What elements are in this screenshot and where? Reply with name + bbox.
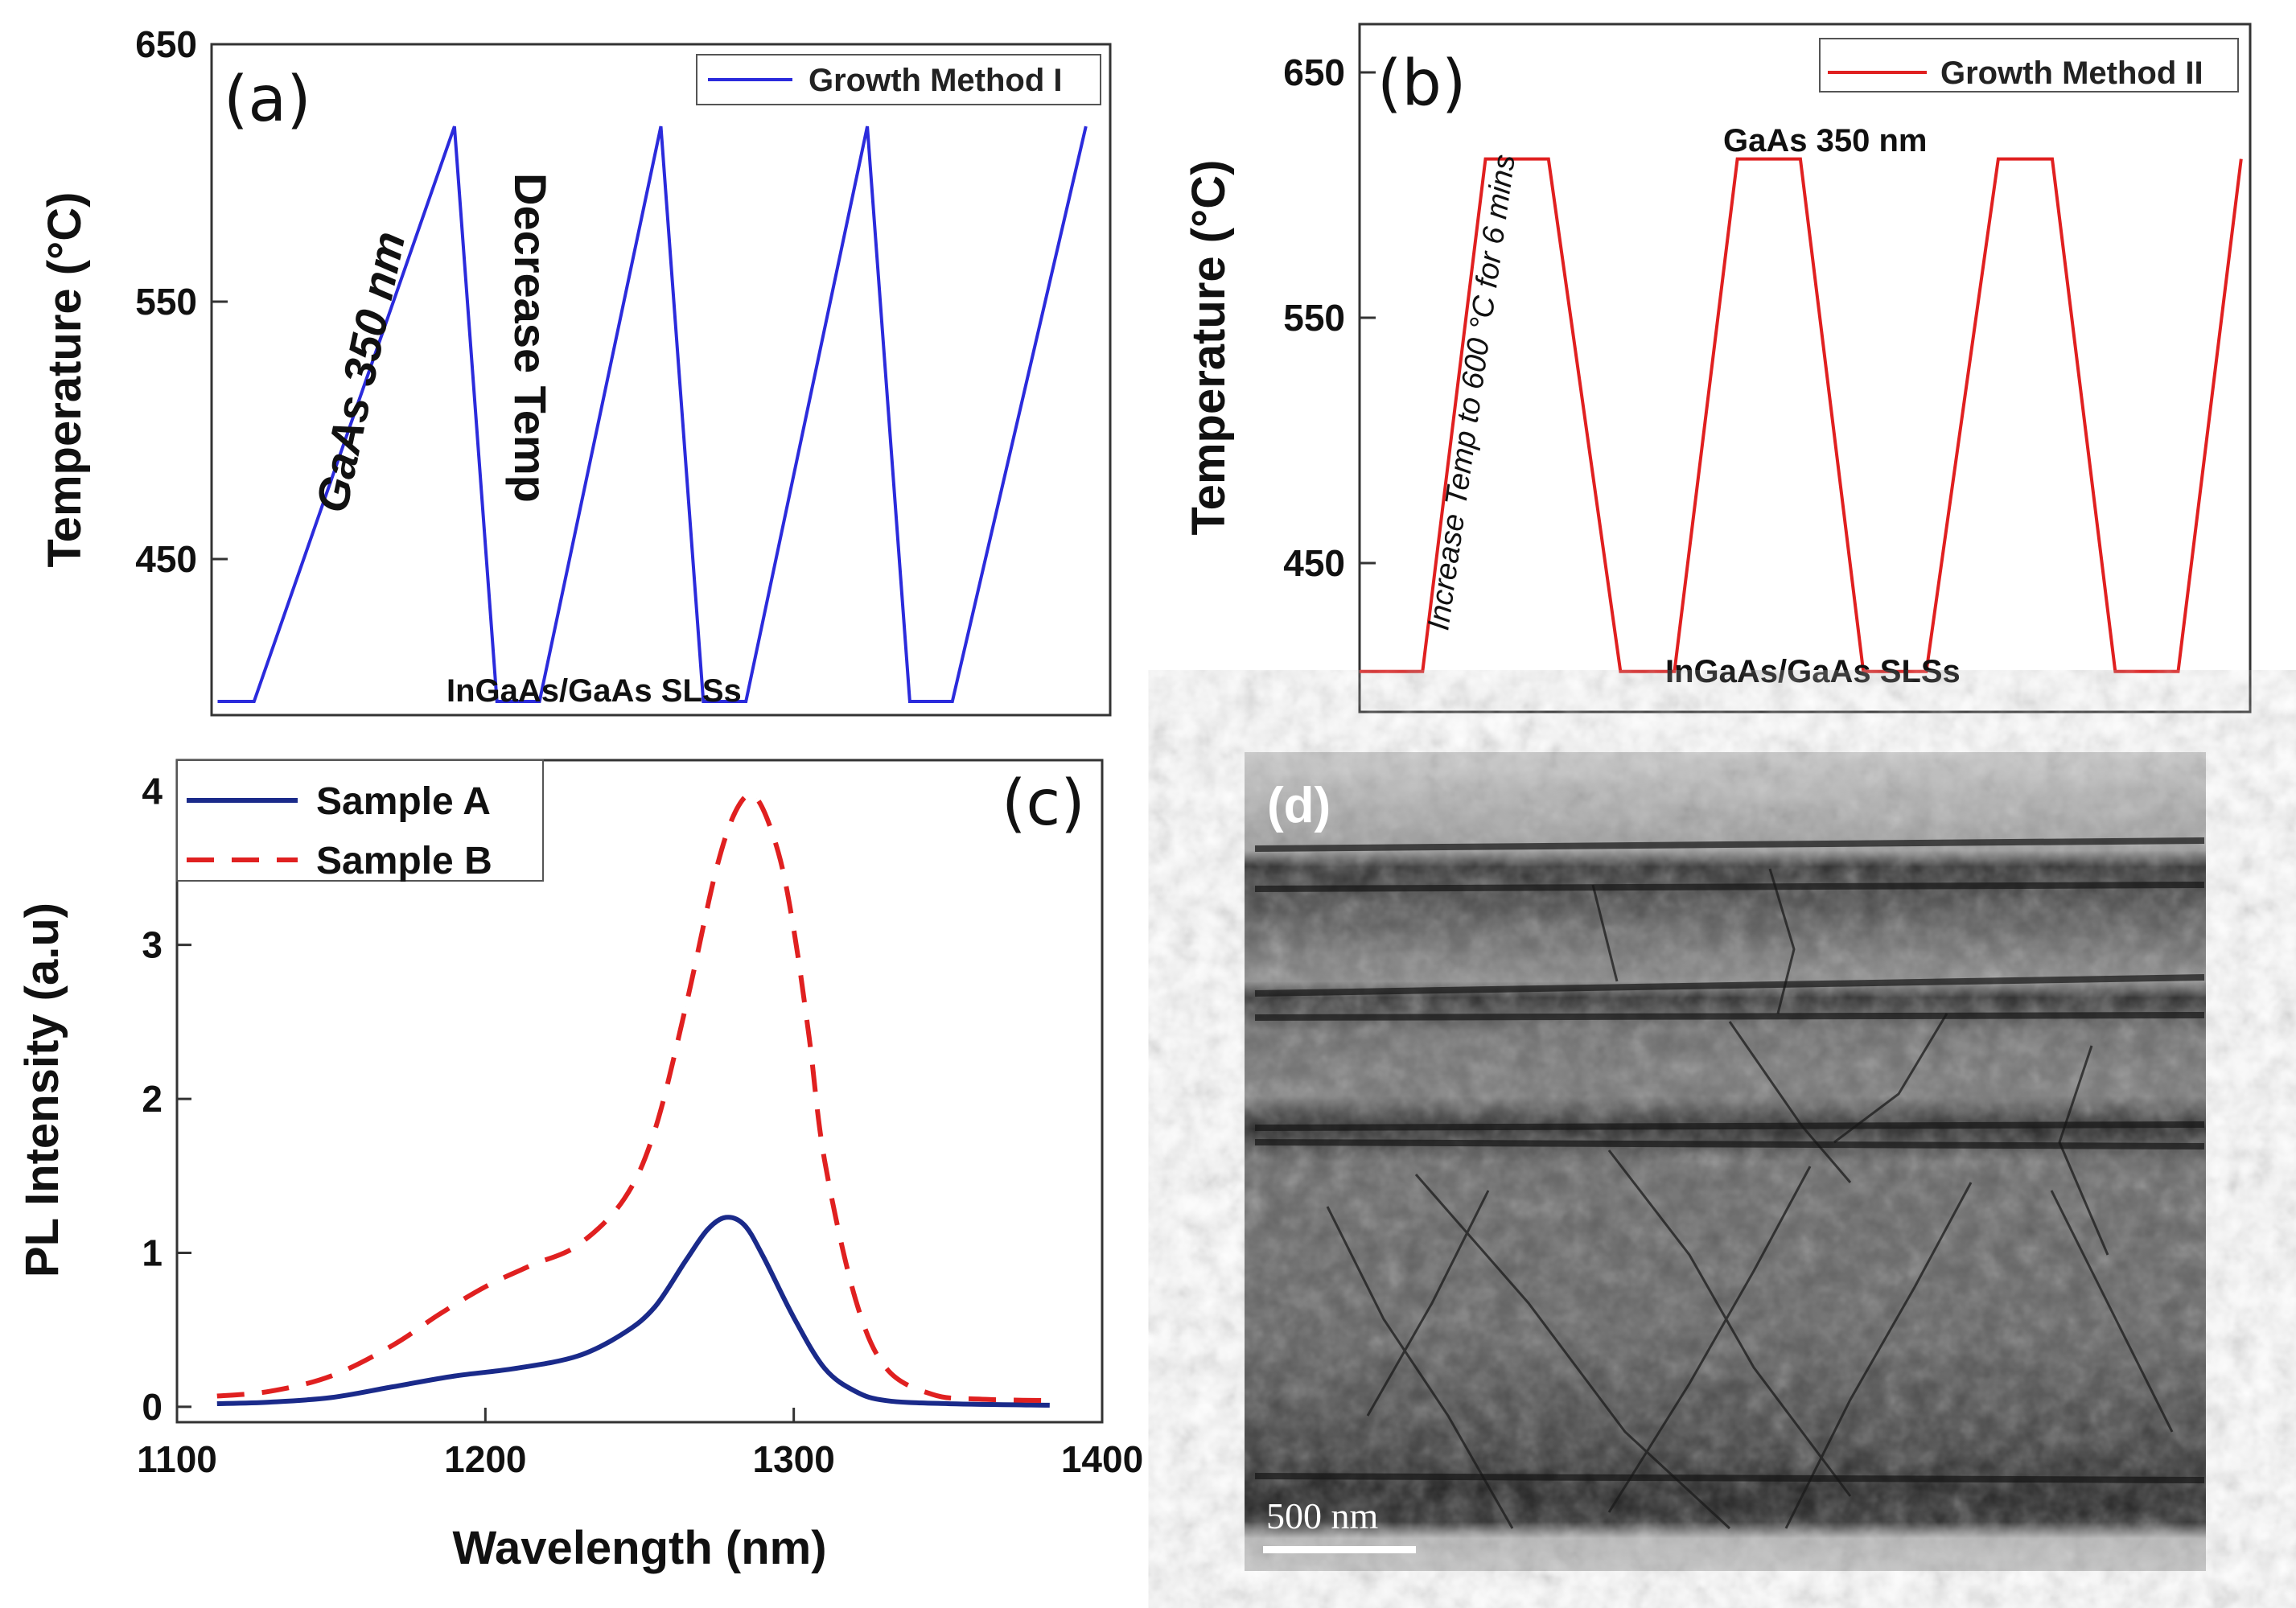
panel-a-ytick-450: 450 xyxy=(135,538,197,580)
panel-c-xtick-1100: 1100 xyxy=(137,1438,217,1480)
panel-c-ytick-1: 1 xyxy=(142,1232,163,1273)
panel-a: (a) Temperature (°C) 650 550 450 Growth … xyxy=(39,23,1112,717)
tem-dislocations xyxy=(1326,868,2174,1530)
panel-c-ticks: 0 1 2 3 4 1100 1200 1300 1400 xyxy=(137,770,1143,1480)
panel-a-series-line xyxy=(217,125,1088,703)
panel-c-legend-a: Sample A xyxy=(316,780,491,823)
panel-c-ytick-0: 0 xyxy=(142,1386,163,1428)
panel-b-ytick-550: 550 xyxy=(1283,297,1345,339)
panel-c-sample-b-line xyxy=(216,792,1050,1404)
panel-c-ytick-4: 4 xyxy=(142,770,163,812)
panel-b-plot xyxy=(1360,157,2243,673)
panel-b-frame xyxy=(1358,23,2252,714)
panel-b-annot-sls: InGaAs/GaAs SLSs xyxy=(1665,654,1961,689)
panel-c-ytick-2: 2 xyxy=(142,1078,163,1120)
panel-a-plot xyxy=(217,125,1088,703)
panel-a-ytick-550: 550 xyxy=(135,281,197,323)
panel-c-legend-b: Sample B xyxy=(316,840,492,882)
panel-b-ytick-450: 450 xyxy=(1283,542,1345,584)
panel-a-label: (a) xyxy=(224,64,311,136)
tem-layers xyxy=(1254,837,2205,1483)
panel-c-xtick-1300: 1300 xyxy=(752,1438,834,1480)
panel-c-sample-a-line xyxy=(216,1215,1050,1408)
panel-b-ylabel: Temperature (°C) xyxy=(1183,160,1235,536)
panel-c-xlabel: Wavelength (nm) xyxy=(452,1522,826,1574)
scale-bar-label: 500 nm xyxy=(1266,1495,1379,1536)
panel-a-annot-growth: GaAs 350 nm xyxy=(306,227,414,516)
tem-image-texture xyxy=(1245,752,2206,1571)
panel-b-annot-increase: Increase Temp to 600 °C for 6 mins xyxy=(1422,152,1522,632)
panel-c: (c) PL Intensity (a.u) Wavelength (nm) 0… xyxy=(16,759,1143,1574)
panel-c-xtick-1200: 1200 xyxy=(444,1438,526,1480)
scale-bar xyxy=(1263,1546,1416,1553)
panel-a-annot-sls: InGaAs/GaAs SLSs xyxy=(446,673,742,709)
panel-b-yticks: 650 550 450 xyxy=(1283,51,1376,584)
panel-b-label: (b) xyxy=(1377,47,1466,120)
panel-c-frame xyxy=(175,759,1104,1424)
panel-c-plot xyxy=(216,792,1050,1408)
panel-b: (b) Temperature (°C) 650 550 450 Growth … xyxy=(1183,23,2252,714)
panel-b-legend-label: Growth Method II xyxy=(1940,56,2203,91)
panel-d-tem-image: (d) 500 nm xyxy=(1245,752,2206,1571)
panel-c-ytick-3: 3 xyxy=(142,924,163,966)
panel-d-label: (d) xyxy=(1267,778,1331,833)
panel-b-ytick-650: 650 xyxy=(1283,51,1345,93)
panel-b-annot-growth: GaAs 350 nm xyxy=(1723,123,1927,158)
panel-a-yticks: 650 550 450 xyxy=(135,23,228,580)
panel-b-legend-box xyxy=(1819,38,2239,93)
panel-a-frame xyxy=(210,43,1112,717)
panel-c-label: (c) xyxy=(1002,767,1085,840)
panel-a-ylabel: Temperature (°C) xyxy=(39,192,91,568)
panel-c-ylabel: PL Intensity (a.u) xyxy=(16,903,68,1277)
panel-a-legend-label: Growth Method I xyxy=(809,63,1063,98)
panel-a-annot-decrease: Decrease Temp xyxy=(505,173,556,503)
panel-c-xtick-1400: 1400 xyxy=(1061,1438,1143,1480)
panel-a-ytick-650: 650 xyxy=(135,23,197,65)
